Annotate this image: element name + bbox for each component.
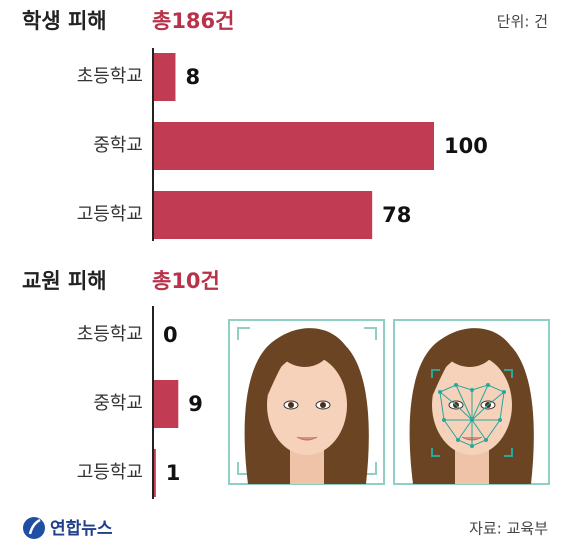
category-label: 초등학교	[77, 66, 143, 87]
value-label: 9	[188, 392, 203, 416]
bar	[153, 449, 156, 497]
chart-total: 총10건	[152, 269, 220, 293]
chart-total: 총186건	[152, 9, 234, 33]
value-label: 100	[444, 134, 488, 158]
chart-title: 학생 피해	[22, 9, 107, 33]
logo-text: 연합뉴스	[50, 518, 113, 539]
value-label: 78	[382, 203, 411, 227]
category-label: 고등학교	[77, 462, 143, 483]
value-label: 1	[166, 461, 181, 485]
unit-label: 단위: 건	[497, 13, 548, 31]
category-label: 고등학교	[77, 204, 143, 225]
face-panel	[228, 319, 385, 485]
source-label: 자료: 교육부	[469, 520, 548, 538]
category-label: 초등학교	[77, 324, 143, 345]
bar	[153, 380, 179, 428]
chart-title: 교원 피해	[22, 269, 107, 293]
category-label: 중학교	[93, 393, 143, 414]
logo: 연합뉴스	[23, 517, 113, 539]
face-illustrations	[228, 319, 550, 485]
face-panel-scanned	[393, 319, 550, 485]
value-label: 0	[163, 323, 178, 347]
bar	[153, 122, 434, 170]
bar	[153, 53, 176, 101]
value-label: 8	[185, 65, 200, 89]
category-label: 중학교	[93, 135, 143, 156]
bar	[153, 191, 373, 239]
